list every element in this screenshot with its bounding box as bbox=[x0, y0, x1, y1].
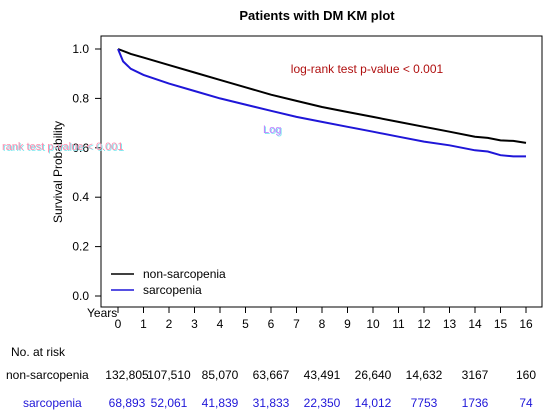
x-tick-label: 4 bbox=[217, 317, 224, 331]
risk-value: 41,839 bbox=[201, 396, 239, 410]
risk-value: 85,070 bbox=[201, 368, 239, 382]
survival-curves bbox=[117, 48, 527, 158]
legend: non-sarcopenia sarcopenia bbox=[111, 267, 226, 297]
risk-value: 160 bbox=[515, 368, 537, 382]
risk-value: 63,667 bbox=[252, 368, 290, 382]
x-tick-label: 15 bbox=[494, 317, 508, 331]
y-tick-label: 0.0 bbox=[72, 289, 89, 303]
x-tick-label: 6 bbox=[268, 317, 275, 331]
x-tick-label: 8 bbox=[319, 317, 326, 331]
left-ghost-annotation: rank test p-value < 0.001 bbox=[2, 141, 124, 153]
risk-value: 107,510 bbox=[147, 368, 191, 382]
x-tick-label: 13 bbox=[443, 317, 457, 331]
x-tick-label: 14 bbox=[468, 317, 482, 331]
risk-table-title: No. at risk bbox=[11, 345, 66, 359]
risk-row-label: sarcopenia bbox=[23, 396, 82, 410]
risk-value: 14,632 bbox=[405, 368, 443, 382]
y-axis: 0.0 0.2 0.4 0.6 0.8 1.0 bbox=[72, 42, 101, 303]
risk-value: 1736 bbox=[461, 396, 489, 410]
log-rank-annotation: log-rank test p-value < 0.001 bbox=[291, 62, 444, 76]
x-tick-label: 1 bbox=[140, 317, 147, 331]
y-tick-label: 0.2 bbox=[72, 240, 89, 254]
risk-value: 7753 bbox=[410, 396, 438, 410]
x-tick-label: 10 bbox=[366, 317, 380, 331]
risk-value: 31,833 bbox=[252, 396, 290, 410]
x-axis-label: Years bbox=[87, 306, 117, 320]
y-axis-label: Survival Probability bbox=[51, 121, 65, 223]
risk-value: 43,491 bbox=[303, 368, 341, 382]
x-tick-label: 5 bbox=[242, 317, 249, 331]
legend-label-non-sarcopenia: non-sarcopenia bbox=[143, 267, 226, 281]
risk-value: 22,350 bbox=[303, 396, 341, 410]
y-tick-label: 1.0 bbox=[72, 42, 89, 56]
x-tick-label: 3 bbox=[191, 317, 198, 331]
x-tick-label: 16 bbox=[519, 317, 533, 331]
risk-row-label: non-sarcopenia bbox=[6, 368, 89, 382]
y-tick-label: 0.8 bbox=[72, 91, 89, 105]
risk-value: 52,061 bbox=[150, 396, 188, 410]
series-line-sarcopenia bbox=[117, 48, 526, 158]
x-tick-label: 11 bbox=[392, 317, 405, 331]
risk-value: 74 bbox=[519, 396, 533, 410]
chart-title: Patients with DM KM plot bbox=[239, 8, 395, 23]
x-tick-label: 0 bbox=[115, 317, 122, 331]
risk-value: 3167 bbox=[461, 368, 489, 382]
risk-value: 14,012 bbox=[354, 396, 392, 410]
y-tick-label: 0.4 bbox=[72, 190, 89, 204]
risk-value: 26,640 bbox=[354, 368, 392, 382]
series-line-non-sarcopenia bbox=[117, 48, 527, 144]
risk-value: 132,805 bbox=[105, 368, 149, 382]
center-ghost-annotation: Log bbox=[263, 124, 282, 136]
x-tick-label: 9 bbox=[344, 317, 351, 331]
x-tick-label: 12 bbox=[417, 317, 431, 331]
y-tick-label: 0.6 bbox=[72, 141, 89, 155]
risk-value: 68,893 bbox=[108, 396, 146, 410]
legend-label-sarcopenia: sarcopenia bbox=[143, 283, 202, 297]
x-tick-label: 2 bbox=[166, 317, 173, 331]
x-axis: 0 1 2 3 4 5 6 7 8 9 10 11 12 13 14 15 16 bbox=[115, 307, 533, 331]
x-tick-label: 7 bbox=[293, 317, 300, 331]
